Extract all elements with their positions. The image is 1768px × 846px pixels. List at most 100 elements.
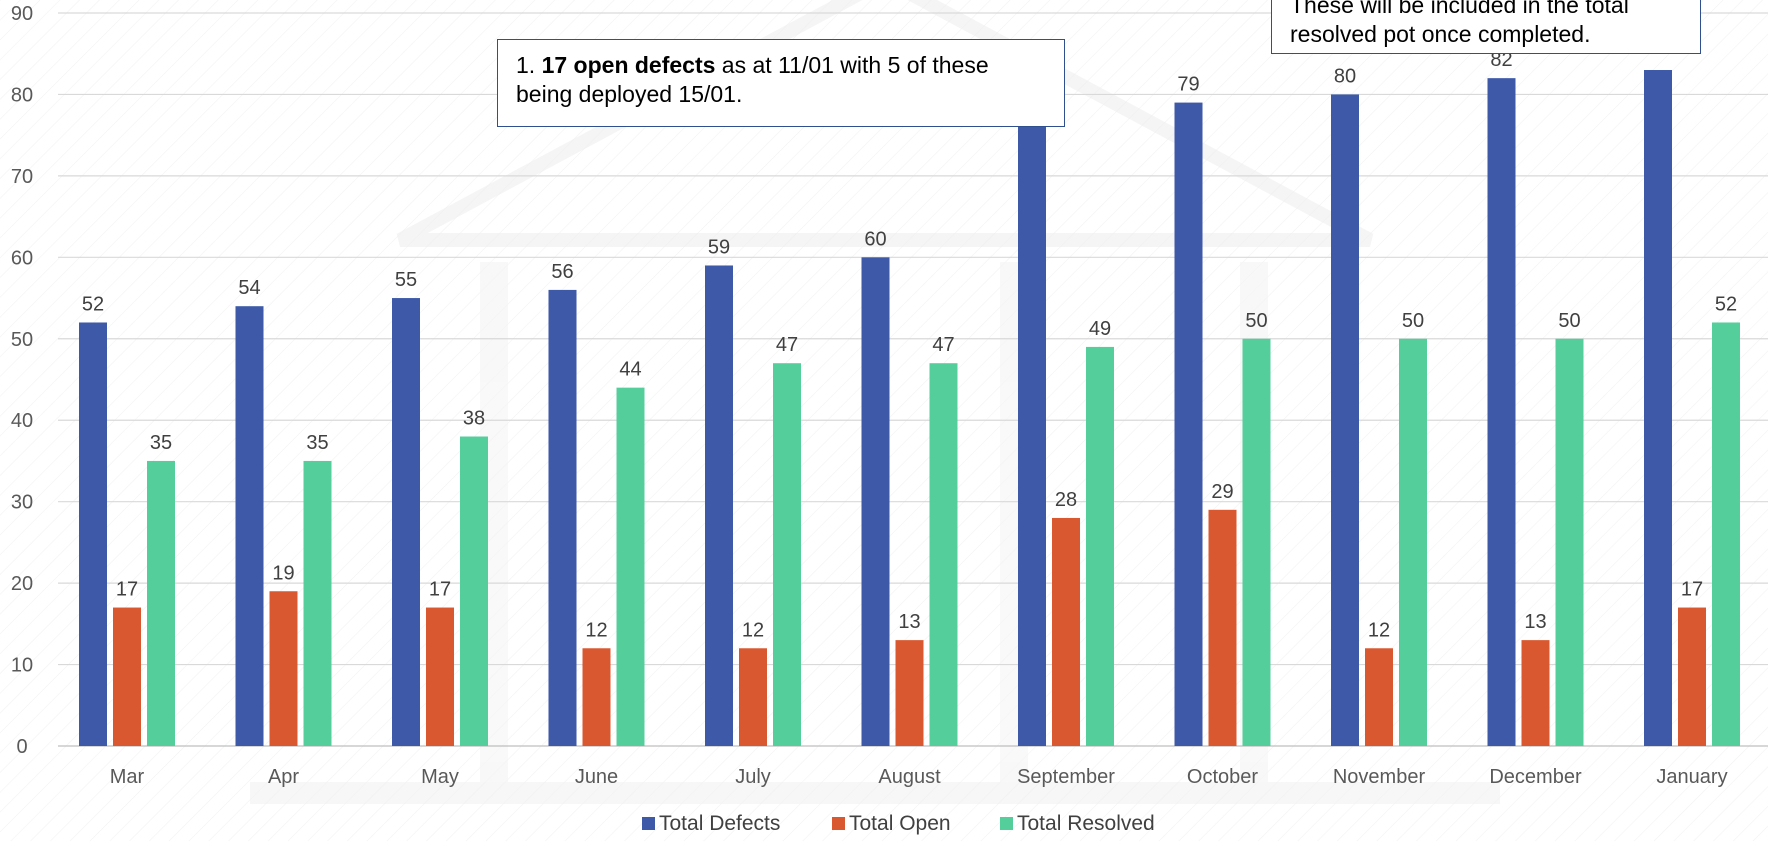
x-tick-label: August <box>878 766 941 788</box>
bar <box>1018 110 1046 746</box>
bar <box>1712 322 1740 746</box>
data-label: 17 <box>116 579 138 601</box>
x-tick-label: Mar <box>110 766 145 788</box>
data-label: 80 <box>1334 65 1356 87</box>
data-labels: 52 17 35 54 19 35 55 17 38 56 12 44 59 12 47 60 13 47 28 49… <box>82 49 1737 641</box>
bars <box>79 70 1740 747</box>
x-tick-label: November <box>1333 766 1426 788</box>
bar <box>895 640 924 746</box>
bar <box>1331 94 1359 746</box>
bar <box>1644 70 1672 746</box>
y-tick-label: 40 <box>11 410 33 432</box>
callout-1-bold: 17 open defects <box>541 52 716 78</box>
bar <box>1086 346 1114 746</box>
legend-label: Total Open <box>849 812 951 835</box>
callout-2-line2: resolved pot once completed. <box>1290 21 1591 47</box>
data-label: 52 <box>1715 293 1737 315</box>
bar <box>1678 607 1706 746</box>
y-tick-label: 10 <box>11 655 33 677</box>
x-tick-label: May <box>421 766 459 788</box>
legend: Total Defects Total Open Total Resolved <box>642 812 1155 835</box>
bar <box>1487 78 1516 746</box>
callout-2-line1: These will be included in the total <box>1290 0 1629 18</box>
bar <box>269 591 298 746</box>
bar <box>426 607 454 746</box>
data-label: 52 <box>82 293 104 315</box>
data-label: 47 <box>932 334 954 356</box>
y-tick-label: 80 <box>11 84 33 106</box>
legend-label: Total Defects <box>659 812 780 835</box>
x-axis-tick-labels: Mar Apr May June July August September October N… <box>110 766 1728 788</box>
y-tick-label: 90 <box>11 3 33 25</box>
data-label: 49 <box>1089 318 1111 340</box>
data-label: 50 <box>1245 310 1267 332</box>
bar <box>1555 338 1584 746</box>
data-label: 54 <box>238 277 260 299</box>
data-label: 38 <box>463 408 485 430</box>
data-label: 35 <box>306 432 328 454</box>
data-label: 55 <box>395 269 417 291</box>
data-label: 82 <box>1490 49 1512 71</box>
bar <box>861 257 890 746</box>
data-label: 29 <box>1211 481 1233 503</box>
bar <box>1052 517 1080 746</box>
callout-1-prefix: 1. <box>516 52 542 78</box>
y-tick-label: 0 <box>16 736 27 758</box>
data-label: 44 <box>619 359 641 381</box>
data-label: 19 <box>272 562 294 584</box>
data-label: 17 <box>429 579 451 601</box>
x-tick-label: September <box>1017 766 1115 788</box>
x-tick-label: October <box>1187 766 1258 788</box>
bar <box>739 648 767 746</box>
data-label: 47 <box>776 334 798 356</box>
bar <box>1521 640 1550 746</box>
data-label: 50 <box>1558 310 1580 332</box>
data-label: 28 <box>1055 489 1077 511</box>
y-axis-tick-labels: 0 10 20 30 40 50 60 70 80 90 <box>11 3 33 758</box>
bar <box>1365 648 1393 746</box>
data-label: 12 <box>1368 619 1390 641</box>
data-label: 12 <box>742 619 764 641</box>
bar <box>548 289 577 746</box>
annotation-callout-open-defects: 1. 17 open defects as at 11/01 with 5 of… <box>497 39 1065 127</box>
y-tick-label: 50 <box>11 329 33 351</box>
x-tick-label: Apr <box>268 766 299 788</box>
bar <box>460 436 488 746</box>
x-tick-label: June <box>575 766 618 788</box>
x-tick-label: December <box>1489 766 1582 788</box>
bar <box>616 387 645 746</box>
data-label: 59 <box>708 236 730 258</box>
bar <box>773 363 801 746</box>
bar <box>1208 509 1237 746</box>
y-tick-label: 30 <box>11 492 33 514</box>
bar <box>147 460 175 746</box>
y-tick-label: 60 <box>11 247 33 269</box>
data-label: 50 <box>1402 310 1424 332</box>
y-tick-label: 70 <box>11 166 33 188</box>
data-label: 35 <box>150 432 172 454</box>
x-tick-label: January <box>1656 766 1727 788</box>
bar <box>1399 338 1427 746</box>
data-label: 17 <box>1681 579 1703 601</box>
bar <box>79 322 107 746</box>
legend-swatch <box>832 817 845 830</box>
bar <box>1174 102 1203 747</box>
bar <box>392 298 420 746</box>
y-tick-label: 20 <box>11 573 33 595</box>
annotation-callout-resolved-pot: These will be included in the total reso… <box>1271 0 1701 54</box>
bar <box>705 265 733 746</box>
bar <box>929 363 958 746</box>
bar <box>113 607 141 746</box>
data-label: 13 <box>898 611 920 633</box>
legend-label: Total Resolved <box>1017 812 1155 835</box>
bar <box>303 460 332 746</box>
callout-1-suffix: as at 11/01 with 5 of these being deploy… <box>516 52 989 107</box>
bar <box>1242 338 1271 746</box>
x-tick-label: July <box>735 766 771 788</box>
bar <box>582 648 611 746</box>
bar <box>235 306 264 746</box>
data-label: 79 <box>1177 74 1199 96</box>
data-label: 12 <box>585 619 607 641</box>
